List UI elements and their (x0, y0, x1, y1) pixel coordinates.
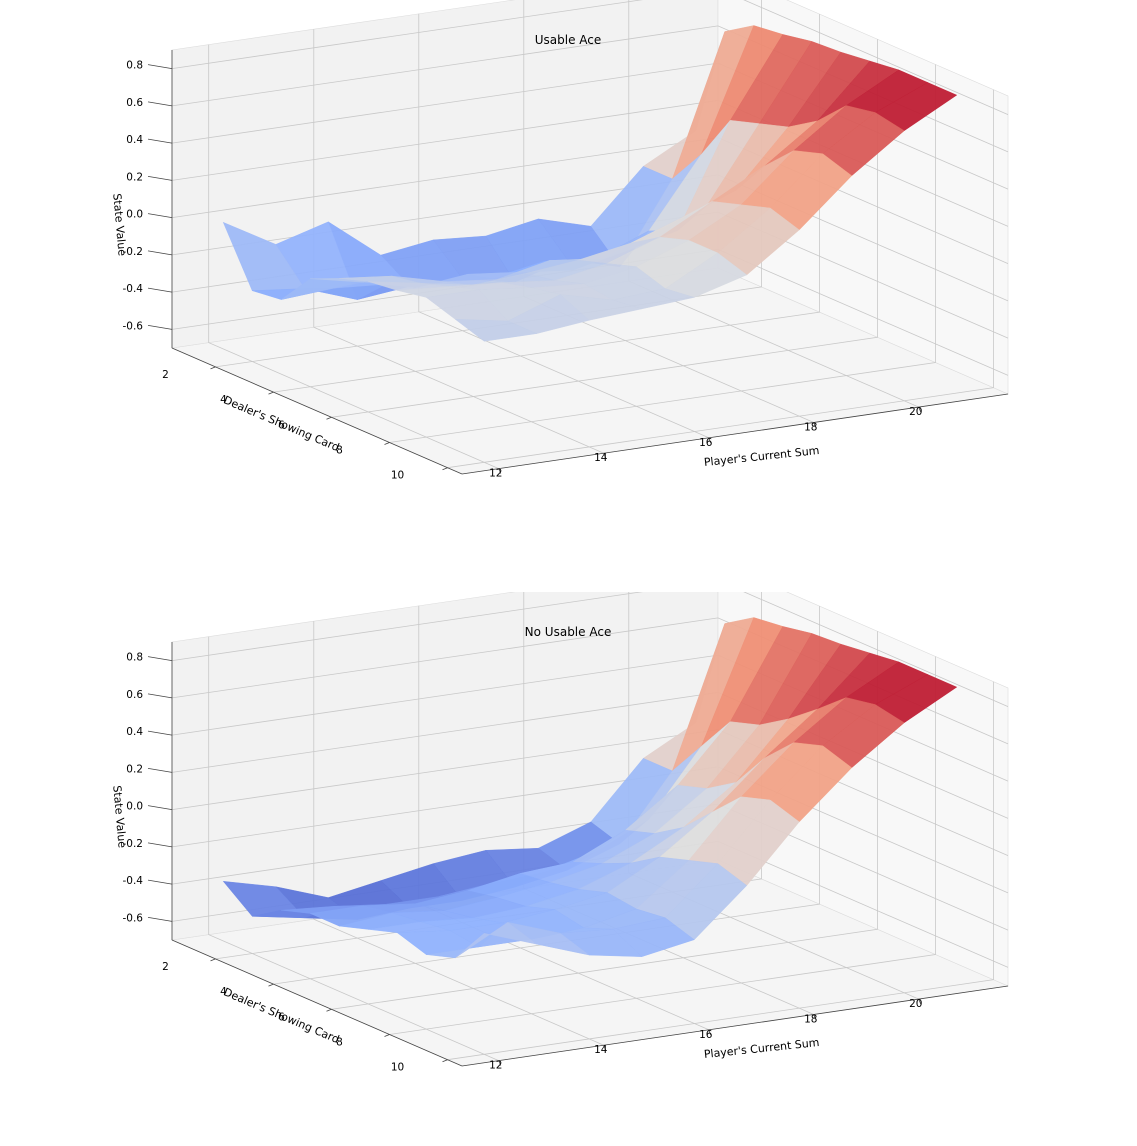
z-tick (147, 693, 173, 699)
z-tick (147, 805, 173, 811)
z-tick (147, 175, 173, 181)
z-tick (147, 250, 173, 256)
plot-title: Usable Ace (535, 33, 602, 47)
x-tick (498, 468, 502, 474)
z-tick-label: -0.6 (123, 320, 144, 332)
y-tick (326, 1008, 332, 1012)
surface (222, 617, 958, 959)
z-tick (147, 138, 173, 144)
z-tick-label: 0.4 (126, 726, 143, 738)
plot-title: No Usable Ace (525, 625, 612, 639)
x-tick (603, 1045, 607, 1051)
surface-plot-usable-ace: 12 14 16 18 20 2 4 6 8 10 -0.6 -0.4 -0.2 0.0 0.2 0.4 0.6… (110, 0, 1010, 482)
surface (222, 25, 958, 342)
x-tick (813, 422, 817, 428)
z-tick-label: 0.0 (126, 801, 143, 813)
y-tick-label: 6 (278, 1011, 285, 1023)
y-tick-label: 8 (336, 1037, 343, 1049)
y-tick (442, 1059, 448, 1063)
z-axis-label: State Value (110, 193, 128, 257)
z-tick-label: -0.2 (123, 838, 144, 850)
x-tick-label: 20 (909, 406, 922, 418)
z-tick (147, 287, 173, 293)
y-tick-label: 2 (162, 369, 169, 381)
z-tick-label: -0.4 (123, 283, 144, 295)
z-tick (147, 916, 173, 922)
figure: 12 14 16 18 20 2 4 6 8 10 -0.6 -0.4 -0.2 0.0 0.2 0.4 0.6… (110, 0, 1010, 1074)
x-tick (708, 437, 712, 443)
x-axis-label: Player's Current Sum (703, 444, 820, 469)
y-tick-label: 10 (391, 470, 404, 482)
surface-facet (454, 319, 538, 342)
z-tick (147, 842, 173, 848)
y-tick (384, 1034, 390, 1037)
z-tick (147, 656, 173, 662)
axis-lines (171, 50, 1009, 475)
z-tick (147, 64, 173, 70)
x-tick-label: 16 (699, 1029, 713, 1041)
y-tick-label: 2 (162, 961, 169, 973)
z-tick (147, 101, 173, 107)
x-tick (918, 406, 922, 413)
z-tick-label: 0.6 (126, 689, 143, 701)
surface-facet (455, 922, 537, 959)
y-tick-label: 4 (220, 986, 227, 998)
x-tick (918, 998, 922, 1005)
y-tick (268, 391, 274, 395)
z-tick-label: 0.2 (126, 171, 143, 183)
z-tick-label: 0.8 (126, 652, 143, 664)
z-tick-label: 0.2 (126, 763, 143, 775)
axis-lines (171, 642, 1009, 1067)
x-tick-label: 18 (804, 421, 817, 433)
x-tick-label: 16 (699, 437, 713, 449)
y-tick-label: 8 (336, 445, 343, 457)
x-tick-label: 18 (804, 1013, 817, 1025)
x-axis-label: Player's Current Sum (703, 1036, 820, 1061)
y-tick-label: 4 (220, 394, 227, 406)
tick-labels: 12 14 16 18 20 2 4 6 8 10 -0.6 -0.4 -0.2 0.0 0.2 0.4 0.6… (123, 60, 923, 482)
z-axis-label: State Value (110, 785, 128, 849)
z-tick-label: -0.4 (123, 875, 144, 887)
z-tick-label: 0.0 (126, 209, 143, 221)
x-tick-label: 14 (594, 1044, 608, 1056)
x-tick (498, 1060, 502, 1066)
x-tick-label: 14 (594, 452, 608, 464)
x-tick (603, 453, 607, 459)
x-tick-label: 20 (909, 998, 922, 1010)
z-tick (147, 767, 173, 773)
y-tick-label: 6 (278, 419, 285, 431)
y-tick-label: 10 (391, 1062, 404, 1074)
x-tick (813, 1014, 817, 1020)
x-tick (708, 1029, 712, 1035)
z-tick (147, 730, 173, 736)
surface-plot-no-usable-ace: 12 14 16 18 20 2 4 6 8 10 -0.6 -0.4 -0.2 0.0 0.2 0.4 0.6… (110, 592, 1010, 1074)
tick-labels: 12 14 16 18 20 2 4 6 8 10 -0.6 -0.4 -0.2 0.0 0.2 0.4 0.6… (123, 652, 923, 1074)
y-tick (384, 442, 390, 445)
z-tick-label: -0.6 (123, 912, 144, 924)
y-tick (268, 983, 274, 987)
x-tick-label: 12 (489, 1060, 502, 1072)
y-tick (442, 467, 448, 471)
z-tick (147, 879, 173, 885)
z-tick-label: 0.4 (126, 134, 143, 146)
y-tick (210, 958, 216, 962)
z-tick-label: 0.8 (126, 60, 143, 72)
y-tick (326, 416, 332, 420)
x-tick-label: 12 (489, 468, 502, 480)
z-tick-label: -0.2 (123, 246, 144, 258)
z-tick (147, 324, 173, 330)
y-tick (210, 366, 216, 370)
z-tick (147, 213, 173, 219)
z-tick-label: 0.6 (126, 97, 143, 109)
